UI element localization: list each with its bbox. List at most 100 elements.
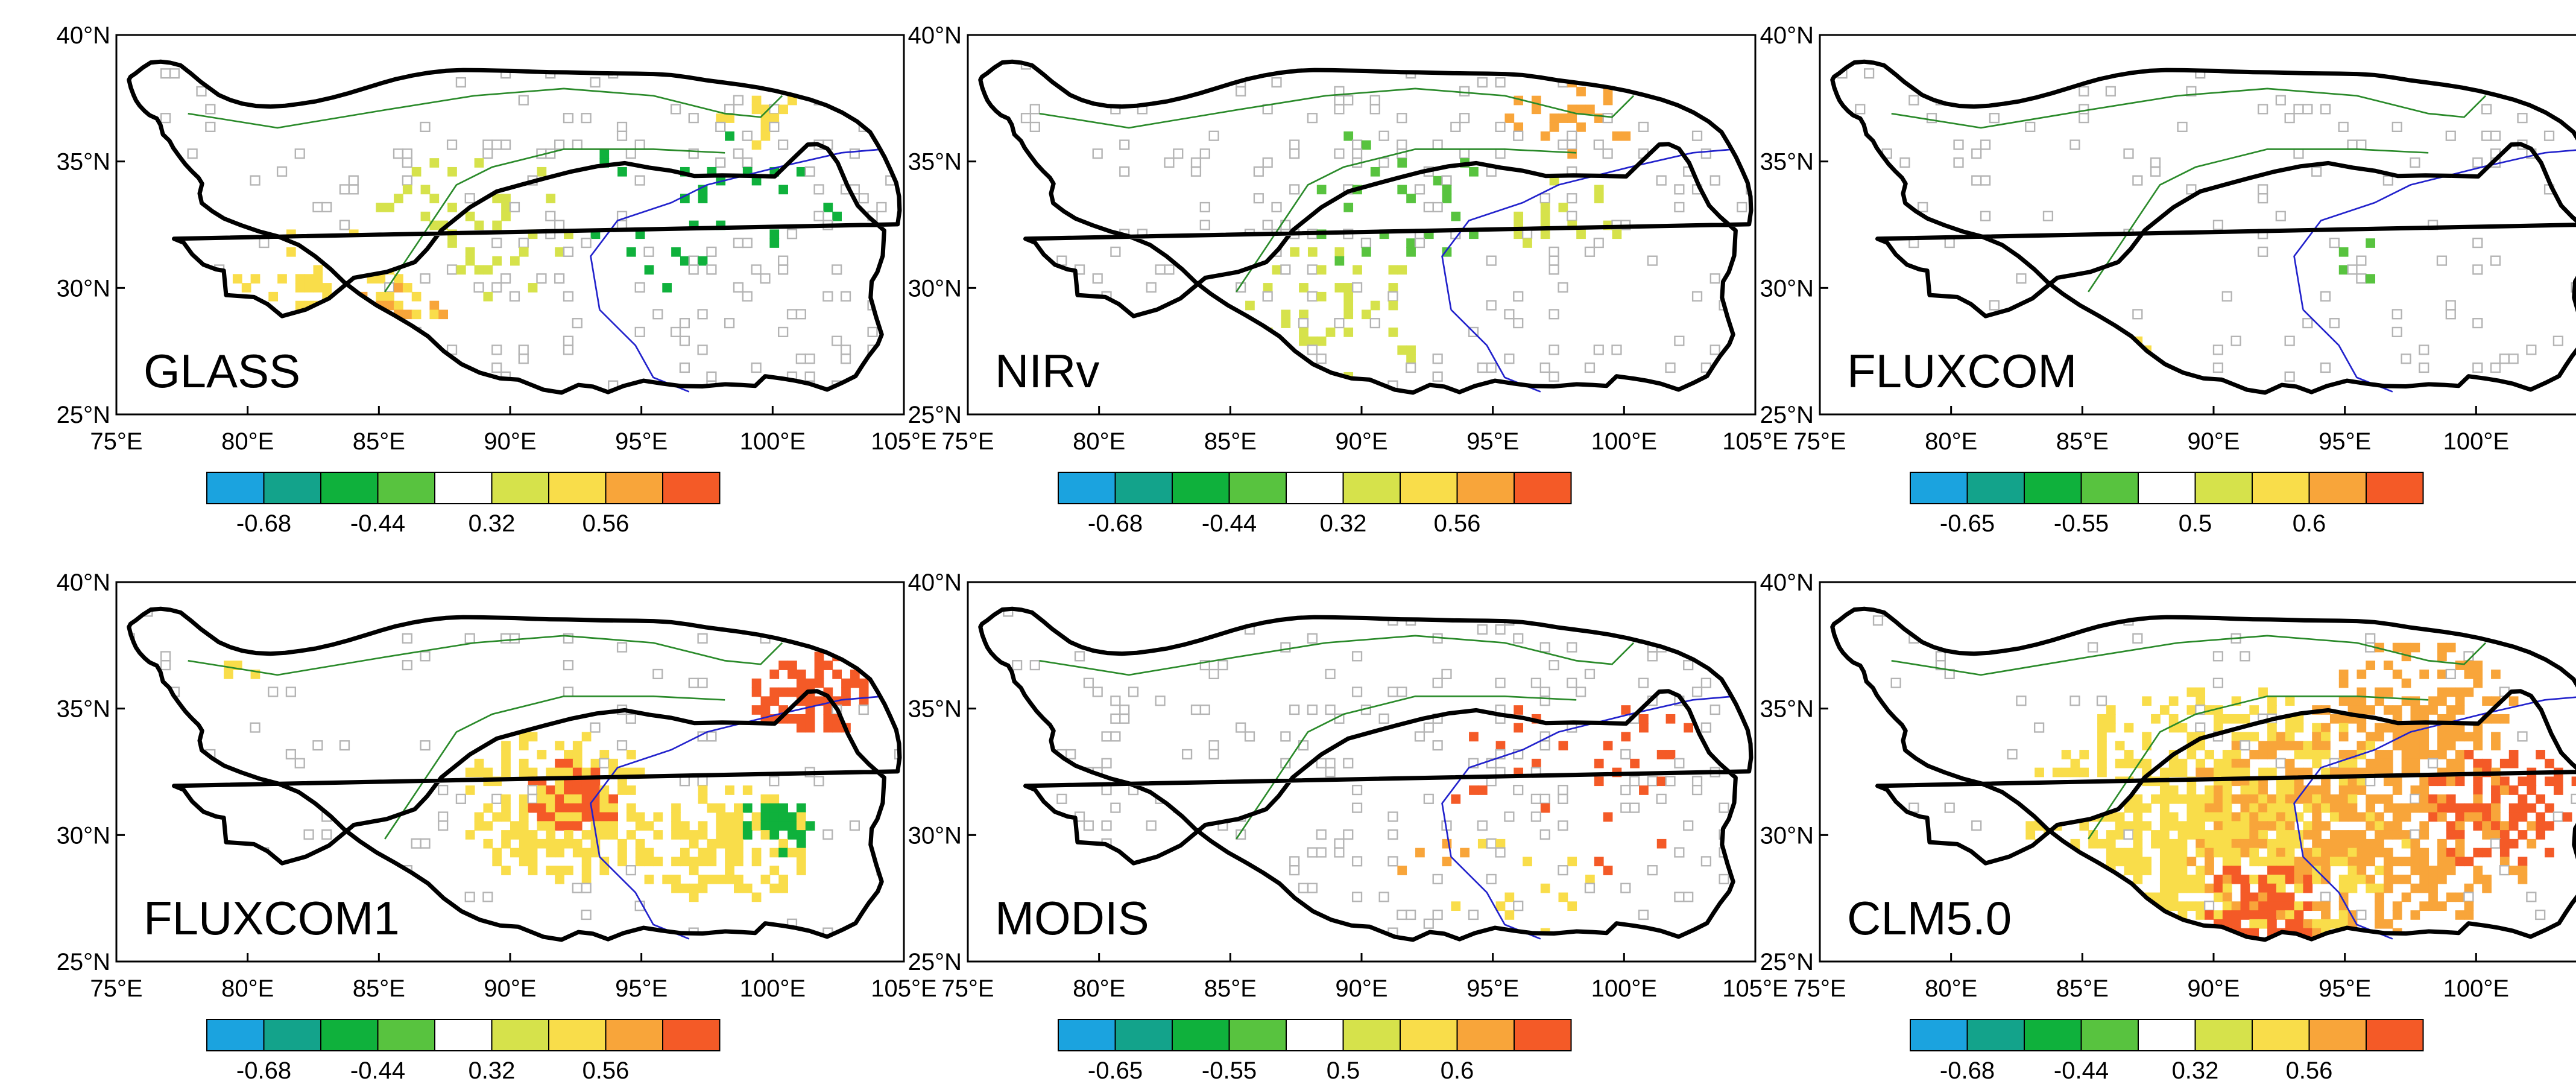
colorbar-swatch — [1400, 1019, 1458, 1051]
colorbar-swatch — [662, 472, 721, 504]
colorbar-swatch — [320, 1019, 379, 1051]
colorbar-swatch — [1114, 1019, 1173, 1051]
lat-tick-label: 35°N — [57, 696, 110, 723]
map-panel-clm5-0: 25°N 30°N 35°N 40°N 75°E 80°E 85°E 90°E 95°E 100°… — [1760, 569, 2576, 1084]
lat-tick-label: 30°N — [57, 822, 110, 849]
colorbar-label: 0.56 — [1434, 510, 1481, 537]
colorbar-label: 0.32 — [1320, 510, 1367, 537]
lon-tick-label: 105°E — [1722, 428, 1788, 455]
lon-tick-label: 95°E — [1466, 975, 1519, 1002]
colorbar-label: 0.6 — [2293, 510, 2326, 537]
colorbar-label: -0.68 — [236, 510, 291, 537]
basin-boundary-line — [1891, 87, 2487, 293]
colorbar-swatch — [1228, 472, 1287, 504]
colorbar-swatch — [2366, 472, 2424, 504]
lat-tick-label: 40°N — [57, 22, 110, 49]
colorbar-swatch — [2080, 1019, 2139, 1051]
lon-tick-label: 85°E — [353, 428, 405, 455]
colorbar-label: 0.32 — [469, 510, 516, 537]
lat-tick-label: 35°N — [57, 149, 110, 176]
colorbar-swatch — [1172, 472, 1230, 504]
lon-tick-label: 85°E — [353, 975, 405, 1002]
colorbar-swatch — [1286, 1019, 1344, 1051]
colorbar: -0.65 -0.55 0.5 0.6 — [1058, 1019, 1572, 1084]
lon-tick-label: 85°E — [1204, 428, 1257, 455]
panel-label: CLM5.0 — [1847, 892, 2012, 945]
plateau-outline — [127, 59, 902, 395]
plateau-outline — [1830, 606, 2576, 942]
lat-tick-label: 30°N — [1760, 822, 1814, 849]
lat-tick-label: 35°N — [1760, 149, 1814, 176]
colorbar-swatch — [1456, 472, 1515, 504]
colorbar: -0.68 -0.44 0.32 0.56 — [206, 472, 721, 537]
colorbar-label: -0.65 — [1940, 510, 1995, 537]
colorbar-label: -0.68 — [1088, 510, 1143, 537]
colorbar-swatch — [1342, 472, 1401, 504]
lon-tick-label: 80°E — [221, 428, 274, 455]
lon-tick-label: 90°E — [484, 428, 536, 455]
colorbar-swatch — [263, 472, 321, 504]
colorbar-swatch — [1910, 1019, 1968, 1051]
lon-tick-label: 90°E — [1335, 428, 1387, 455]
colorbar-swatch — [1342, 1019, 1401, 1051]
lat-tick-label: 25°N — [908, 949, 962, 975]
colorbar-label: 0.5 — [1327, 1057, 1360, 1084]
lat-tick-label: 30°N — [908, 275, 962, 302]
lat-tick-label: 40°N — [57, 569, 110, 596]
colorbar-swatch — [2252, 472, 2310, 504]
colorbar-label: -0.55 — [2054, 510, 2109, 537]
panel-label: MODIS — [995, 892, 1149, 945]
colorbar-swatch — [434, 1019, 493, 1051]
colorbar-label: -0.44 — [350, 510, 405, 537]
lat-tick-label: 35°N — [908, 696, 962, 723]
colorbar-label: 0.56 — [582, 510, 630, 537]
colorbar-swatch — [605, 472, 663, 504]
lon-tick-label: 100°E — [1591, 975, 1657, 1002]
colorbar-swatch — [1228, 1019, 1287, 1051]
lat-tick-label: 25°N — [1760, 402, 1814, 428]
lon-tick-label: 75°E — [90, 975, 142, 1002]
colorbar-swatch — [320, 472, 379, 504]
plateau-outline — [127, 606, 902, 942]
colorbar: -0.68 -0.44 0.32 0.56 — [1910, 1019, 2424, 1084]
colorbar-label: 0.56 — [582, 1057, 630, 1084]
lat-tick-label: 35°N — [908, 149, 962, 176]
colorbar-swatch — [2024, 472, 2082, 504]
river-line — [590, 148, 883, 393]
colorbar-swatch — [1400, 472, 1458, 504]
colorbar-swatch — [377, 1019, 435, 1051]
colorbar-swatch — [1456, 1019, 1515, 1051]
colorbar-swatch — [2024, 1019, 2082, 1051]
lon-tick-label: 100°E — [740, 975, 806, 1002]
basin-boundary-line — [1891, 635, 2487, 840]
lat-tick-label: 35°N — [1760, 696, 1814, 723]
lat-tick-label: 25°N — [57, 402, 110, 428]
colorbar-swatch — [206, 1019, 265, 1051]
lon-tick-label: 75°E — [941, 428, 994, 455]
colorbar-swatch — [2138, 472, 2196, 504]
colorbar-swatch — [263, 1019, 321, 1051]
basin-boundary-line — [1039, 635, 1635, 840]
lon-tick-label: 85°E — [2056, 428, 2109, 455]
lon-tick-label: 85°E — [1204, 975, 1257, 1002]
colorbar-swatch — [377, 472, 435, 504]
colorbar-swatch — [548, 472, 607, 504]
lon-tick-label: 95°E — [2319, 428, 2371, 455]
colorbar-label: -0.68 — [236, 1057, 291, 1084]
plateau-outline — [978, 59, 1754, 395]
basin-boundary-line — [188, 87, 783, 293]
lon-tick-label: 105°E — [2574, 975, 2576, 1002]
colorbar-label: -0.68 — [1940, 1057, 1995, 1084]
colorbar-swatch — [1910, 472, 1968, 504]
lat-tick-label: 25°N — [1760, 949, 1814, 975]
colorbar-label: -0.44 — [350, 1057, 405, 1084]
colorbar: -0.65 -0.55 0.5 0.6 — [1910, 472, 2424, 537]
panel-label: GLASS — [144, 344, 300, 398]
lon-tick-label: 95°E — [1466, 428, 1519, 455]
colorbar-swatch — [1514, 472, 1572, 504]
colorbar-swatch — [2308, 472, 2367, 504]
lon-tick-label: 80°E — [1073, 428, 1125, 455]
lat-tick-label: 40°N — [1760, 569, 1814, 596]
colorbar-swatch — [1286, 472, 1344, 504]
